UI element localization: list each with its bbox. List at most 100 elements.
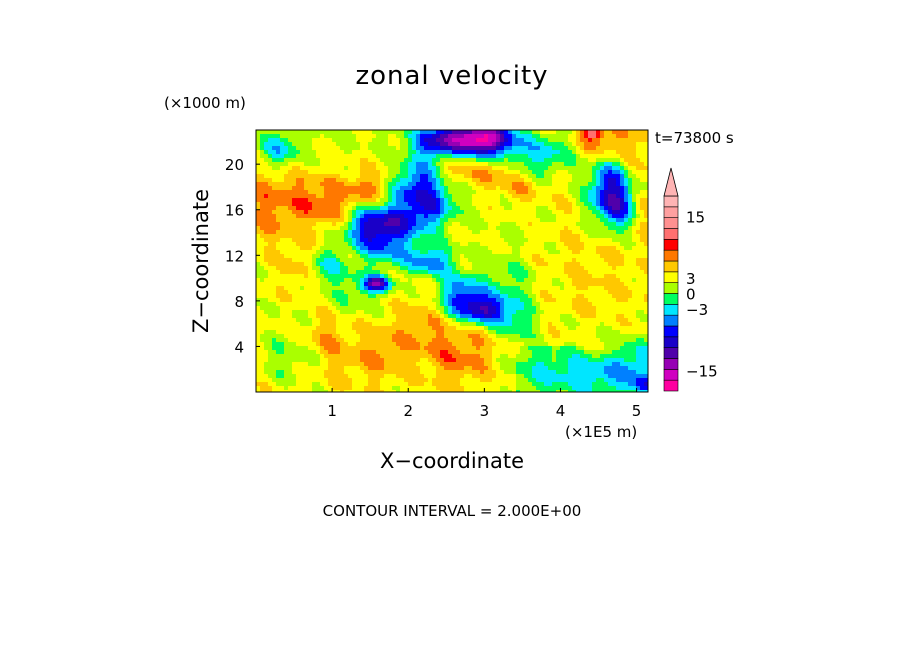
heatmap-cell [364,238,369,243]
heatmap-cell [604,302,609,307]
heatmap-cell [336,290,341,295]
heatmap-cell [572,218,577,223]
heatmap-cell [596,202,601,207]
heatmap-cell [608,310,613,315]
heatmap-cell [392,162,397,167]
heatmap-cell [628,246,633,251]
heatmap-cell [404,182,409,187]
heatmap-cell [412,146,417,151]
heatmap-cell [404,318,409,323]
heatmap-cell [272,294,277,299]
heatmap-cell [624,254,629,259]
heatmap-cell [552,294,557,299]
heatmap-cell [288,298,293,303]
heatmap-cell [540,298,545,303]
heatmap-cell [636,150,641,155]
heatmap-cell [508,282,513,287]
heatmap-cell [324,318,329,323]
heatmap-cell [544,294,549,299]
heatmap-cell [464,254,469,259]
heatmap-cell [508,214,513,219]
heatmap-cell [436,186,441,191]
heatmap-cell [300,326,305,331]
heatmap-cell [480,322,485,327]
heatmap-cell [256,234,261,239]
heatmap-cell [388,178,393,183]
heatmap-cell [476,174,481,179]
heatmap-cell [372,138,377,143]
heatmap-cell [348,146,353,151]
heatmap-cell [316,186,321,191]
heatmap-cell [612,182,617,187]
heatmap-cell [472,170,477,175]
heatmap-cell [288,186,293,191]
heatmap-cell [344,210,349,215]
heatmap-cell [256,178,261,183]
heatmap-cell [616,150,621,155]
heatmap-cell [264,170,269,175]
heatmap-cell [256,314,261,319]
heatmap-cell [520,206,525,211]
heatmap-field [256,130,648,392]
heatmap-cell [592,142,597,147]
heatmap-cell [428,206,433,211]
heatmap-cell [488,234,493,239]
heatmap-cell [332,258,337,263]
heatmap-cell [380,274,385,279]
heatmap-cell [560,194,565,199]
heatmap-cell [464,310,469,315]
heatmap-cell [284,330,289,335]
heatmap-cell [372,246,377,251]
heatmap-cell [624,138,629,143]
heatmap-cell [436,146,441,151]
heatmap-cell [284,146,289,151]
heatmap-cell [468,154,473,159]
heatmap-cell [552,130,557,135]
heatmap-cell [600,202,605,207]
heatmap-cell [588,262,593,267]
heatmap-cell [300,182,305,187]
heatmap-cell [536,134,541,139]
heatmap-cell [352,154,357,159]
heatmap-cell [640,274,645,279]
heatmap-cell [424,134,429,139]
heatmap-cell [332,162,337,167]
heatmap-cell [496,306,501,311]
heatmap-cell [320,266,325,271]
heatmap-cell [492,194,497,199]
heatmap-cell [308,182,313,187]
heatmap-cell [392,158,397,163]
heatmap-cell [380,254,385,259]
heatmap-cell [316,274,321,279]
heatmap-cell [340,330,345,335]
heatmap-cell [308,274,313,279]
heatmap-cell [500,178,505,183]
heatmap-cell [368,270,373,275]
heatmap-cell [632,270,637,275]
heatmap-cell [340,198,345,203]
heatmap-cell [408,138,413,143]
heatmap-cell [404,242,409,247]
heatmap-cell [388,294,393,299]
heatmap-cell [640,246,645,251]
heatmap-cell [340,262,345,267]
heatmap-cell [304,186,309,191]
heatmap-cell [300,322,305,327]
heatmap-cell [584,218,589,223]
heatmap-cell [384,290,389,295]
heatmap-cell [416,142,421,147]
heatmap-cell [636,258,641,263]
heatmap-cell [424,146,429,151]
heatmap-cell [400,306,405,311]
heatmap-cell [504,162,509,167]
heatmap-cell [444,298,449,303]
heatmap-cell [412,186,417,191]
heatmap-cell [484,134,489,139]
heatmap-cell [304,294,309,299]
heatmap-cell [268,314,273,319]
heatmap-cell [544,246,549,251]
heatmap-cell [516,166,521,171]
heatmap-cell [360,234,365,239]
heatmap-cell [364,214,369,219]
heatmap-cell [388,302,393,307]
